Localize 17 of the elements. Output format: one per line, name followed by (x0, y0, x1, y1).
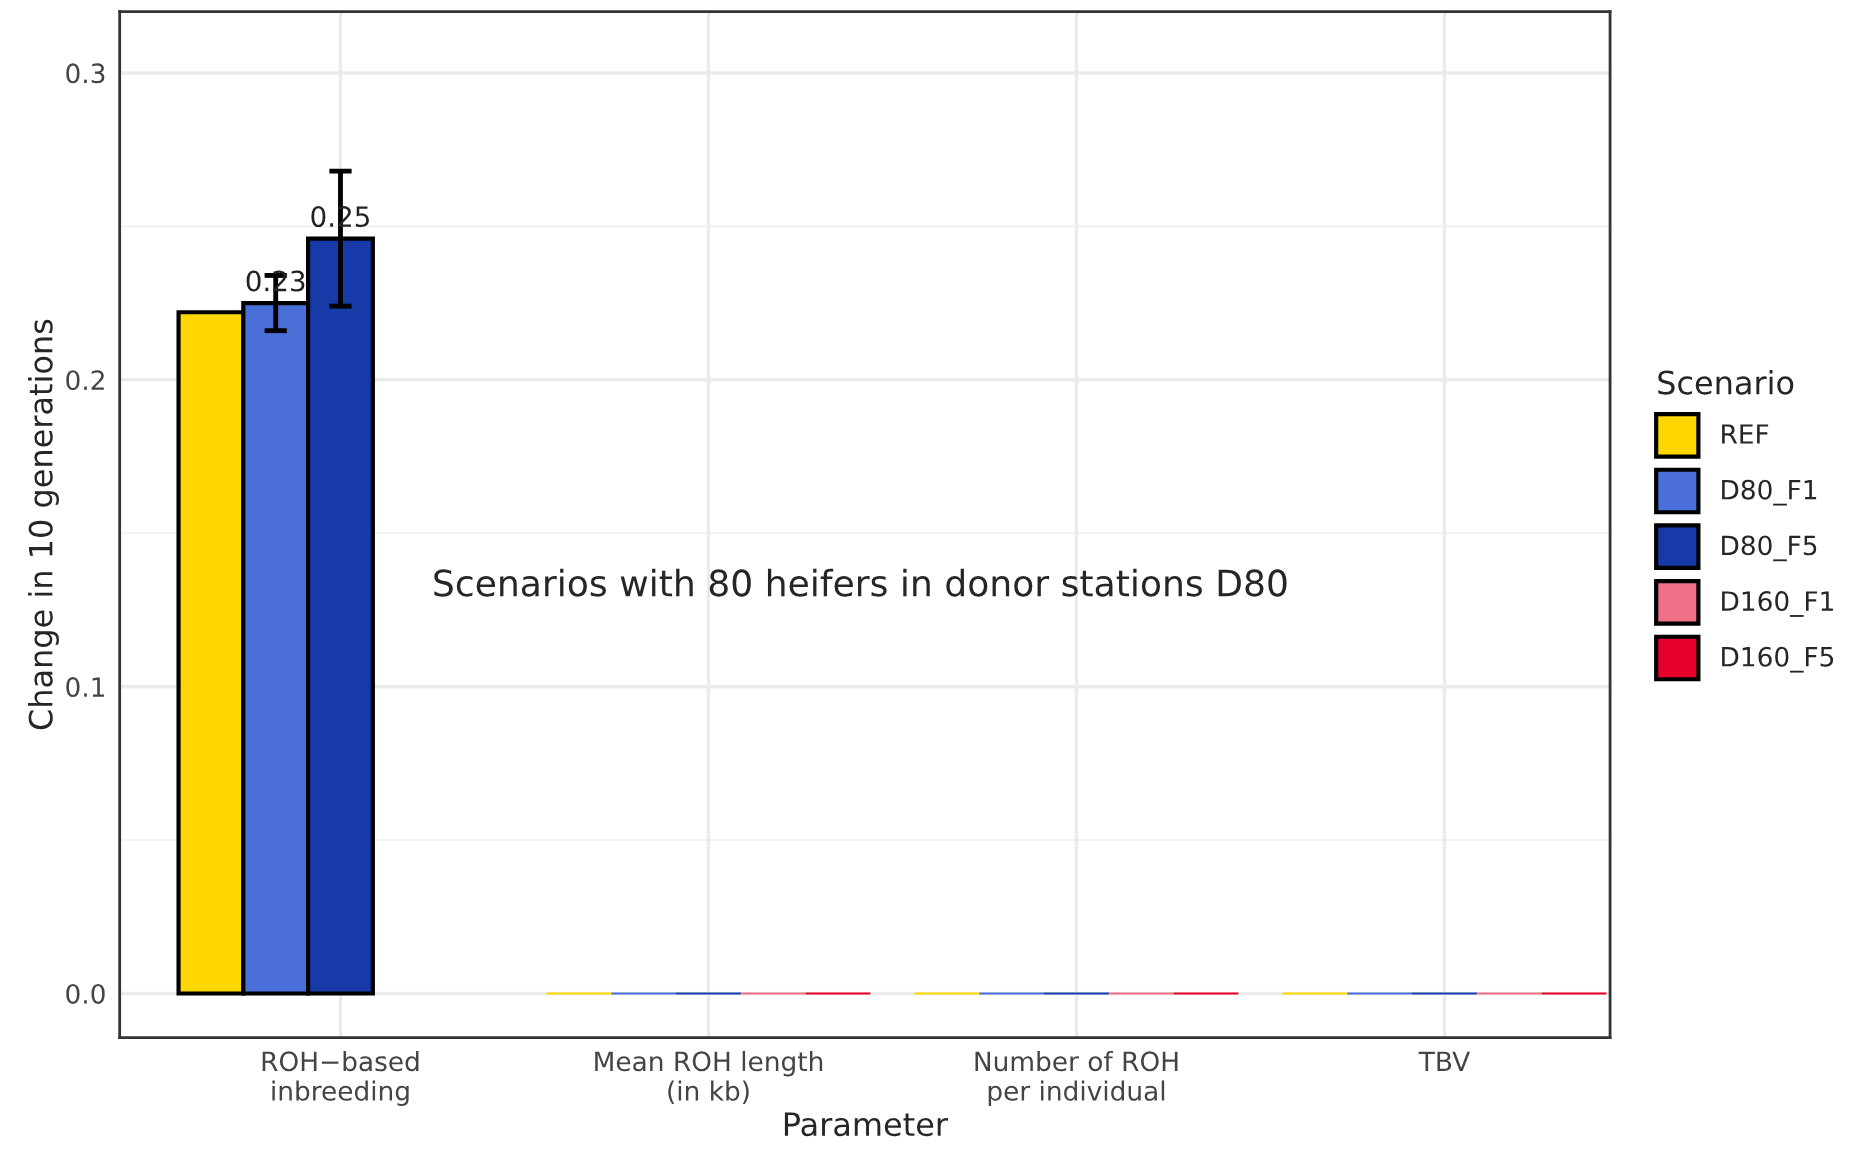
legend-label: D160_F5 (1722, 646, 1834, 673)
legend-label: D80_F5 (1722, 535, 1817, 562)
annotation: Scenarios with 80 heifers in donor stations D80 (434, 568, 1287, 597)
y-axis-title: Change in 10 generations (28, 319, 59, 730)
legend-title: Scenario (1658, 369, 1794, 395)
x-tick-label: Mean ROH length (in kb) (595, 1050, 823, 1104)
x-axis-title: Parameter (784, 1112, 948, 1137)
legend-label: D80_F1 (1722, 479, 1817, 506)
y-tick-label: 0.3 (66, 63, 105, 84)
x-tick-label: TBV (1418, 1051, 1470, 1071)
x-tick-label: ROH−based inbreeding (262, 1050, 419, 1106)
legend-label: D160_F1 (1722, 591, 1833, 617)
legend-label: REF (1722, 424, 1769, 444)
y-tick-label: 0.0 (66, 983, 105, 1004)
y-tick-label: 0.1 (66, 677, 105, 698)
y-tick-label: 0.2 (66, 370, 104, 391)
x-tick-label: Number of ROH per individual (975, 1050, 1178, 1106)
